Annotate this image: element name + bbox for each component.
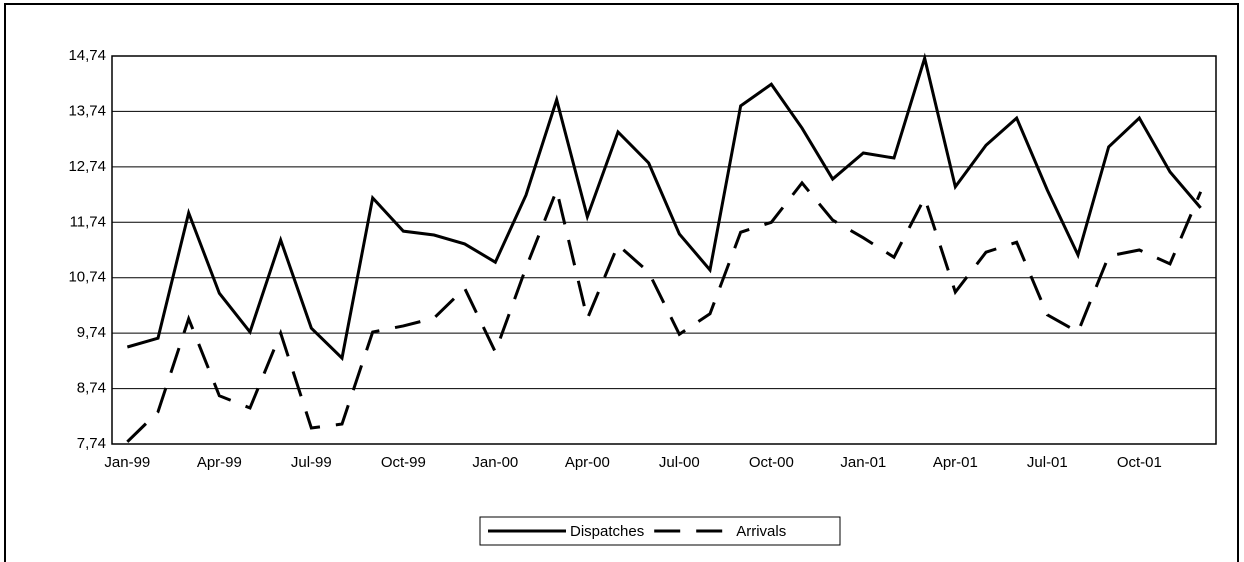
y-tick-label: 8,74 — [77, 380, 106, 397]
x-tick-label: Jan-00 — [472, 454, 518, 471]
legend-label: Dispatches — [570, 523, 644, 540]
y-tick-label: 13,74 — [68, 102, 106, 119]
y-tick-label: 10,74 — [68, 269, 106, 286]
y-tick-label: 14,74 — [68, 47, 106, 64]
legend-label: Arrivals — [736, 523, 786, 540]
x-tick-label: Oct-00 — [749, 454, 794, 471]
x-tick-label: Apr-01 — [933, 454, 978, 471]
x-tick-label: Apr-00 — [565, 454, 610, 471]
series-line — [126, 52, 1202, 362]
y-tick-label: 9,74 — [77, 324, 106, 341]
y-tick-label: 12,74 — [68, 158, 106, 175]
x-tick-label: Oct-01 — [1117, 454, 1162, 471]
y-tick-label: 7,74 — [77, 435, 106, 452]
x-tick-label: Jul-01 — [1027, 454, 1068, 471]
x-tick-label: Jan-99 — [104, 454, 150, 471]
chart-border — [4, 3, 1239, 562]
x-tick-label: Jan-01 — [840, 454, 886, 471]
x-tick-label: Jul-99 — [291, 454, 332, 471]
y-tick-label: 11,74 — [70, 213, 106, 230]
x-tick-label: Jul-00 — [659, 454, 700, 471]
series-line — [126, 180, 1203, 443]
x-tick-label: Apr-99 — [197, 454, 242, 471]
x-tick-label: Oct-99 — [381, 454, 426, 471]
